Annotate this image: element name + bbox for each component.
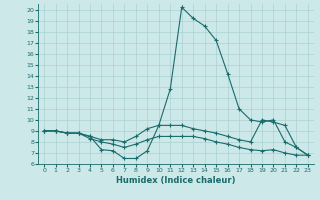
X-axis label: Humidex (Indice chaleur): Humidex (Indice chaleur) bbox=[116, 176, 236, 185]
